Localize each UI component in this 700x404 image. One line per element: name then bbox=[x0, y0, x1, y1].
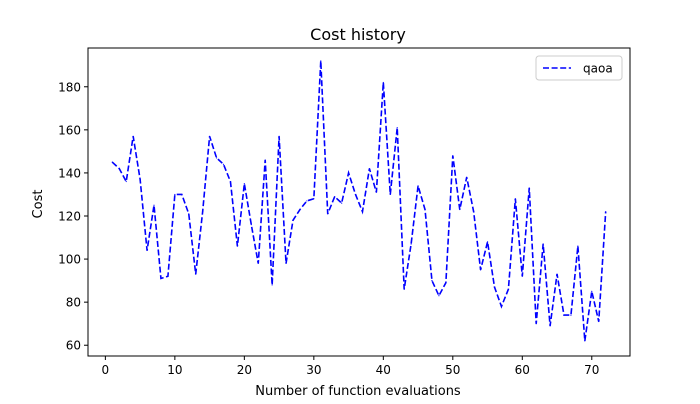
data-point bbox=[438, 295, 439, 296]
data-point bbox=[320, 60, 321, 61]
data-point bbox=[591, 291, 592, 292]
data-point bbox=[119, 168, 120, 169]
x-axis-label: Number of function evaluations bbox=[255, 384, 461, 399]
x-tick-label: 20 bbox=[237, 363, 252, 377]
data-point bbox=[209, 136, 210, 137]
y-tick-label: 80 bbox=[66, 296, 81, 310]
data-point bbox=[383, 82, 384, 83]
data-point bbox=[445, 282, 446, 283]
data-point bbox=[244, 183, 245, 184]
data-point bbox=[515, 198, 516, 199]
data-point bbox=[299, 209, 300, 210]
y-tick-label: 60 bbox=[66, 339, 81, 353]
data-point bbox=[494, 286, 495, 287]
data-point bbox=[417, 185, 418, 186]
data-point bbox=[285, 263, 286, 264]
chart-title: Cost history bbox=[310, 25, 406, 44]
y-tick-label: 160 bbox=[58, 123, 81, 137]
y-tick-label: 180 bbox=[58, 80, 81, 94]
data-point bbox=[133, 136, 134, 137]
y-tick-label: 100 bbox=[58, 253, 81, 267]
x-tick-label: 0 bbox=[102, 363, 110, 377]
data-point bbox=[146, 250, 147, 251]
data-point bbox=[362, 211, 363, 212]
x-tick-label: 40 bbox=[376, 363, 391, 377]
data-point bbox=[327, 213, 328, 214]
data-point bbox=[529, 187, 530, 188]
data-point bbox=[543, 243, 544, 244]
data-point bbox=[466, 177, 467, 178]
data-point bbox=[306, 200, 307, 201]
data-point bbox=[473, 211, 474, 212]
data-point bbox=[174, 194, 175, 195]
data-point bbox=[230, 181, 231, 182]
data-point bbox=[153, 205, 154, 206]
data-point bbox=[570, 314, 571, 315]
data-point bbox=[292, 220, 293, 221]
data-point bbox=[522, 276, 523, 277]
data-point bbox=[251, 224, 252, 225]
x-tick-label: 30 bbox=[306, 363, 321, 377]
data-point bbox=[397, 127, 398, 128]
data-point bbox=[237, 246, 238, 247]
data-point bbox=[563, 314, 564, 315]
data-point bbox=[140, 179, 141, 180]
y-axis-label: Cost bbox=[31, 190, 46, 219]
x-tick-label: 60 bbox=[515, 363, 530, 377]
x-tick-label: 50 bbox=[445, 363, 460, 377]
data-point bbox=[112, 162, 113, 163]
data-point bbox=[341, 202, 342, 203]
data-point bbox=[424, 209, 425, 210]
data-point bbox=[126, 181, 127, 182]
data-point bbox=[369, 168, 370, 169]
data-point bbox=[258, 263, 259, 264]
data-point bbox=[536, 323, 537, 324]
data-point bbox=[334, 196, 335, 197]
data-point bbox=[216, 157, 217, 158]
data-point bbox=[313, 198, 314, 199]
data-point bbox=[549, 325, 550, 326]
data-point bbox=[223, 164, 224, 165]
data-point bbox=[195, 274, 196, 275]
y-tick-label: 120 bbox=[58, 210, 81, 224]
data-point bbox=[272, 284, 273, 285]
data-point bbox=[376, 192, 377, 193]
data-point bbox=[188, 213, 189, 214]
data-point bbox=[584, 340, 585, 341]
data-point bbox=[348, 172, 349, 173]
legend: qaoa bbox=[536, 56, 622, 80]
data-point bbox=[160, 278, 161, 279]
data-point bbox=[167, 276, 168, 277]
data-point bbox=[278, 136, 279, 137]
data-point bbox=[508, 289, 509, 290]
data-point bbox=[598, 321, 599, 322]
legend-label: qaoa bbox=[583, 62, 613, 76]
data-point bbox=[487, 241, 488, 242]
data-point bbox=[452, 155, 453, 156]
x-tick-label: 10 bbox=[167, 363, 182, 377]
data-point bbox=[605, 211, 606, 212]
data-point bbox=[411, 243, 412, 244]
data-point bbox=[577, 246, 578, 247]
data-point bbox=[480, 269, 481, 270]
data-point bbox=[556, 274, 557, 275]
data-point bbox=[404, 289, 405, 290]
data-point bbox=[181, 194, 182, 195]
data-point bbox=[202, 211, 203, 212]
data-point bbox=[459, 209, 460, 210]
x-tick-label: 70 bbox=[584, 363, 599, 377]
y-tick-label: 140 bbox=[58, 166, 81, 180]
data-point bbox=[501, 306, 502, 307]
data-point bbox=[265, 159, 266, 160]
data-point bbox=[390, 194, 391, 195]
data-point bbox=[431, 280, 432, 281]
data-point bbox=[355, 194, 356, 195]
